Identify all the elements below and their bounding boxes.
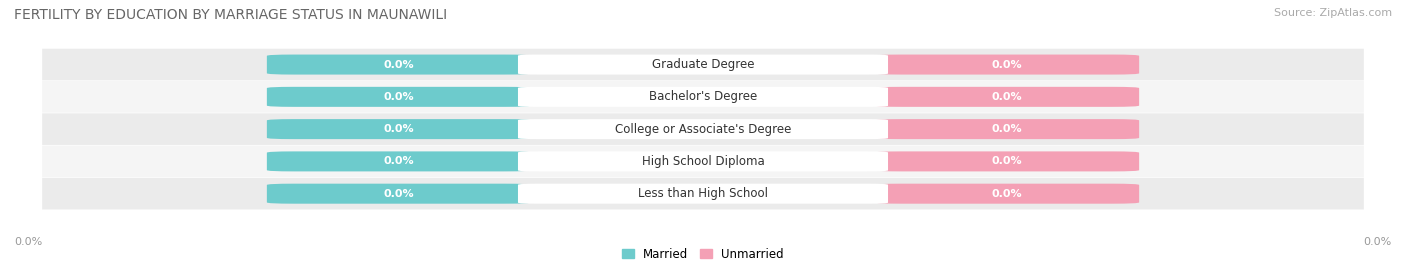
FancyBboxPatch shape (875, 184, 1139, 204)
FancyBboxPatch shape (875, 151, 1139, 171)
FancyBboxPatch shape (267, 55, 531, 75)
Text: 0.0%: 0.0% (384, 124, 415, 134)
FancyBboxPatch shape (267, 151, 531, 171)
FancyBboxPatch shape (517, 119, 889, 139)
Text: 0.0%: 0.0% (384, 189, 415, 199)
FancyBboxPatch shape (517, 184, 889, 204)
Text: 0.0%: 0.0% (991, 92, 1022, 102)
FancyBboxPatch shape (267, 87, 531, 107)
Text: 0.0%: 0.0% (991, 124, 1022, 134)
Text: 0.0%: 0.0% (991, 156, 1022, 167)
FancyBboxPatch shape (517, 87, 889, 107)
FancyBboxPatch shape (42, 81, 1364, 113)
FancyBboxPatch shape (42, 49, 1364, 80)
Text: Graduate Degree: Graduate Degree (652, 58, 754, 71)
Text: 0.0%: 0.0% (991, 189, 1022, 199)
Text: 0.0%: 0.0% (384, 59, 415, 70)
FancyBboxPatch shape (267, 119, 531, 139)
Text: 0.0%: 0.0% (14, 238, 42, 247)
Text: High School Diploma: High School Diploma (641, 155, 765, 168)
FancyBboxPatch shape (42, 113, 1364, 145)
FancyBboxPatch shape (875, 55, 1139, 75)
Text: Source: ZipAtlas.com: Source: ZipAtlas.com (1274, 8, 1392, 18)
FancyBboxPatch shape (267, 184, 531, 204)
FancyBboxPatch shape (517, 151, 889, 171)
Text: Less than High School: Less than High School (638, 187, 768, 200)
FancyBboxPatch shape (42, 178, 1364, 210)
Text: 0.0%: 0.0% (384, 92, 415, 102)
Text: Bachelor's Degree: Bachelor's Degree (650, 90, 756, 103)
Legend: Married, Unmarried: Married, Unmarried (617, 243, 789, 265)
Text: 0.0%: 0.0% (1364, 238, 1392, 247)
FancyBboxPatch shape (875, 119, 1139, 139)
FancyBboxPatch shape (42, 146, 1364, 177)
FancyBboxPatch shape (517, 55, 889, 75)
Text: College or Associate's Degree: College or Associate's Degree (614, 123, 792, 136)
FancyBboxPatch shape (875, 87, 1139, 107)
Text: 0.0%: 0.0% (991, 59, 1022, 70)
Text: 0.0%: 0.0% (384, 156, 415, 167)
Text: FERTILITY BY EDUCATION BY MARRIAGE STATUS IN MAUNAWILI: FERTILITY BY EDUCATION BY MARRIAGE STATU… (14, 8, 447, 22)
